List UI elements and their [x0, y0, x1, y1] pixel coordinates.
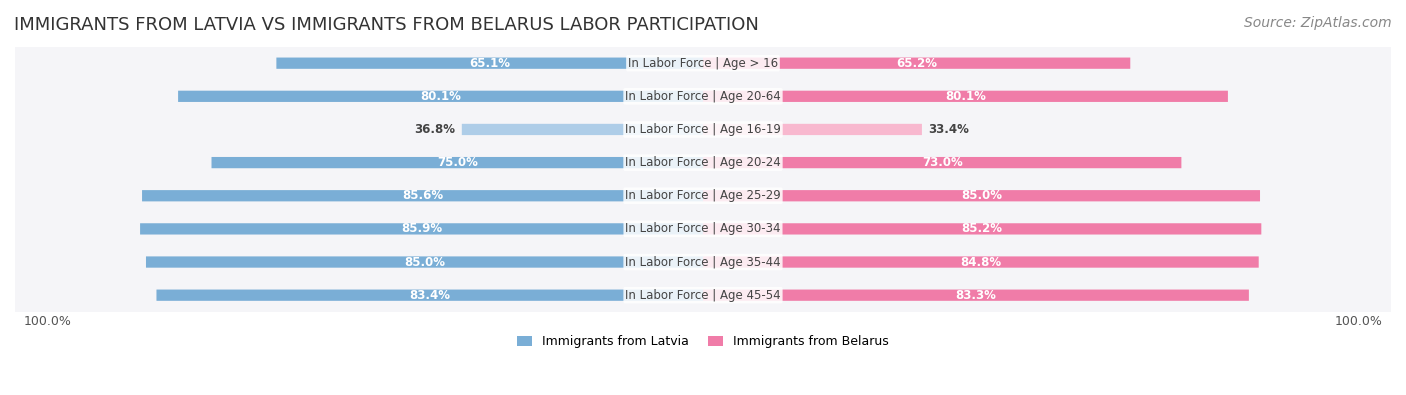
- Text: 36.8%: 36.8%: [415, 123, 456, 136]
- Text: In Labor Force | Age 30-34: In Labor Force | Age 30-34: [626, 222, 780, 235]
- Text: 85.0%: 85.0%: [960, 189, 1002, 202]
- Text: In Labor Force | Age 20-24: In Labor Force | Age 20-24: [626, 156, 780, 169]
- FancyBboxPatch shape: [277, 58, 703, 69]
- FancyBboxPatch shape: [141, 223, 703, 235]
- Text: 73.0%: 73.0%: [922, 156, 963, 169]
- FancyBboxPatch shape: [142, 190, 703, 201]
- Text: 65.2%: 65.2%: [896, 56, 938, 70]
- FancyBboxPatch shape: [15, 278, 1391, 312]
- FancyBboxPatch shape: [15, 179, 1391, 213]
- Text: 85.9%: 85.9%: [401, 222, 441, 235]
- Text: In Labor Force | Age 25-29: In Labor Force | Age 25-29: [626, 189, 780, 202]
- Text: 83.4%: 83.4%: [409, 289, 450, 302]
- FancyBboxPatch shape: [15, 146, 1391, 179]
- Text: 65.1%: 65.1%: [470, 56, 510, 70]
- Text: 85.6%: 85.6%: [402, 189, 443, 202]
- Text: 85.0%: 85.0%: [404, 256, 446, 269]
- Text: 75.0%: 75.0%: [437, 156, 478, 169]
- Text: In Labor Force | Age 35-44: In Labor Force | Age 35-44: [626, 256, 780, 269]
- FancyBboxPatch shape: [703, 290, 1249, 301]
- FancyBboxPatch shape: [15, 79, 1391, 113]
- FancyBboxPatch shape: [211, 157, 703, 168]
- Text: 85.2%: 85.2%: [962, 222, 1002, 235]
- FancyBboxPatch shape: [461, 124, 703, 135]
- Text: 80.1%: 80.1%: [945, 90, 986, 103]
- FancyBboxPatch shape: [703, 157, 1181, 168]
- Legend: Immigrants from Latvia, Immigrants from Belarus: Immigrants from Latvia, Immigrants from …: [512, 330, 894, 353]
- FancyBboxPatch shape: [15, 212, 1391, 246]
- FancyBboxPatch shape: [703, 91, 1227, 102]
- FancyBboxPatch shape: [703, 58, 1130, 69]
- FancyBboxPatch shape: [703, 190, 1260, 201]
- Text: In Labor Force | Age 20-64: In Labor Force | Age 20-64: [626, 90, 780, 103]
- FancyBboxPatch shape: [15, 245, 1391, 279]
- Text: In Labor Force | Age > 16: In Labor Force | Age > 16: [628, 56, 778, 70]
- Text: In Labor Force | Age 45-54: In Labor Force | Age 45-54: [626, 289, 780, 302]
- FancyBboxPatch shape: [703, 223, 1261, 235]
- Text: 80.1%: 80.1%: [420, 90, 461, 103]
- FancyBboxPatch shape: [15, 113, 1391, 147]
- Text: 33.4%: 33.4%: [928, 123, 969, 136]
- FancyBboxPatch shape: [15, 46, 1391, 80]
- Text: IMMIGRANTS FROM LATVIA VS IMMIGRANTS FROM BELARUS LABOR PARTICIPATION: IMMIGRANTS FROM LATVIA VS IMMIGRANTS FRO…: [14, 16, 759, 34]
- Text: In Labor Force | Age 16-19: In Labor Force | Age 16-19: [626, 123, 780, 136]
- FancyBboxPatch shape: [156, 290, 703, 301]
- Text: 84.8%: 84.8%: [960, 256, 1001, 269]
- FancyBboxPatch shape: [179, 91, 703, 102]
- Text: Source: ZipAtlas.com: Source: ZipAtlas.com: [1244, 16, 1392, 30]
- FancyBboxPatch shape: [703, 124, 922, 135]
- FancyBboxPatch shape: [703, 256, 1258, 268]
- FancyBboxPatch shape: [146, 256, 703, 268]
- Text: 83.3%: 83.3%: [956, 289, 997, 302]
